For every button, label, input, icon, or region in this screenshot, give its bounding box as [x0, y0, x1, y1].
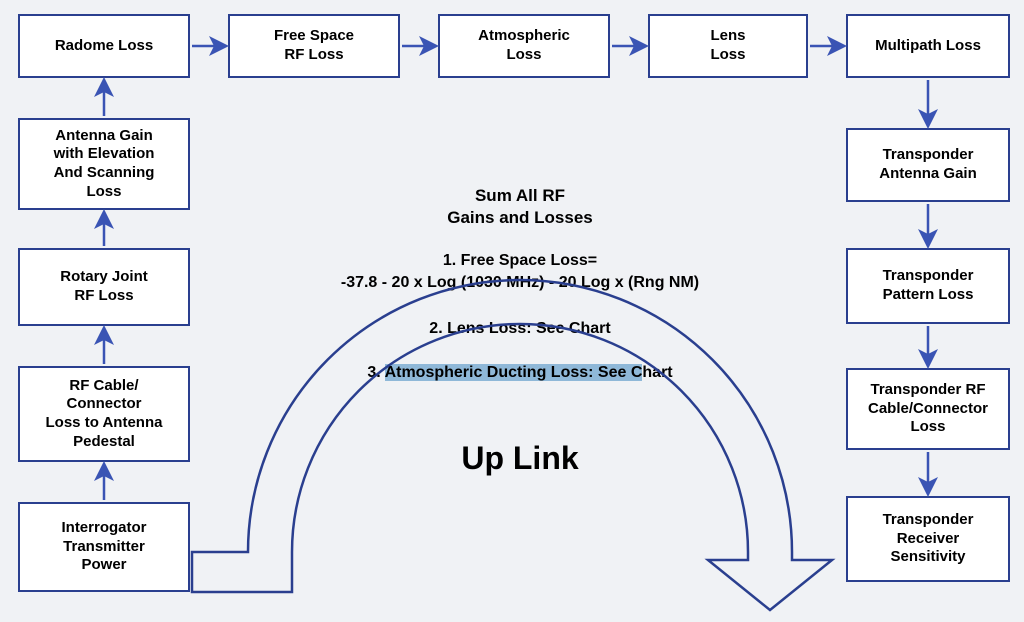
node-interrogator-power: InterrogatorTransmitterPower	[18, 502, 190, 592]
center-heading-1: Sum All RF	[280, 186, 760, 206]
node-transponder-receiver: TransponderReceiverSensitivity	[846, 496, 1010, 582]
center-item2: 2. Lens Loss: See Chart	[280, 320, 760, 338]
node-lens-loss: LensLoss	[648, 14, 808, 78]
node-transponder-antenna-gain: TransponderAntenna Gain	[846, 128, 1010, 202]
node-antenna-gain: Antenna Gainwith ElevationAnd ScanningLo…	[18, 118, 190, 210]
node-rotary-joint: Rotary JointRF Loss	[18, 248, 190, 326]
center-item3-highlight: Atmospheric Ducting Loss: See C	[385, 364, 643, 381]
center-item3: 3. Atmospheric Ducting Loss: See Chart	[280, 364, 760, 382]
node-transponder-cable-loss: Transponder RFCable/ConnectorLoss	[846, 368, 1010, 450]
center-item3-prefix: 3.	[367, 364, 384, 381]
node-atmospheric-loss: AtmosphericLoss	[438, 14, 610, 78]
node-radome-loss: Radome Loss	[18, 14, 190, 78]
node-transponder-pattern-loss: TransponderPattern Loss	[846, 248, 1010, 324]
center-heading-2: Gains and Losses	[280, 208, 760, 228]
center-item1-label: 1. Free Space Loss=	[280, 252, 760, 270]
uplink-title: Up Link	[280, 440, 760, 477]
center-item1-formula: -37.8 - 20 x Log (1030 MHz) - 20 Log x (…	[280, 274, 760, 292]
center-item3-suffix: hart	[642, 364, 672, 381]
node-free-space-rf-loss: Free SpaceRF Loss	[228, 14, 400, 78]
node-rf-cable-connector: RF Cable/ConnectorLoss to AntennaPedesta…	[18, 366, 190, 462]
node-multipath-loss: Multipath Loss	[846, 14, 1010, 78]
